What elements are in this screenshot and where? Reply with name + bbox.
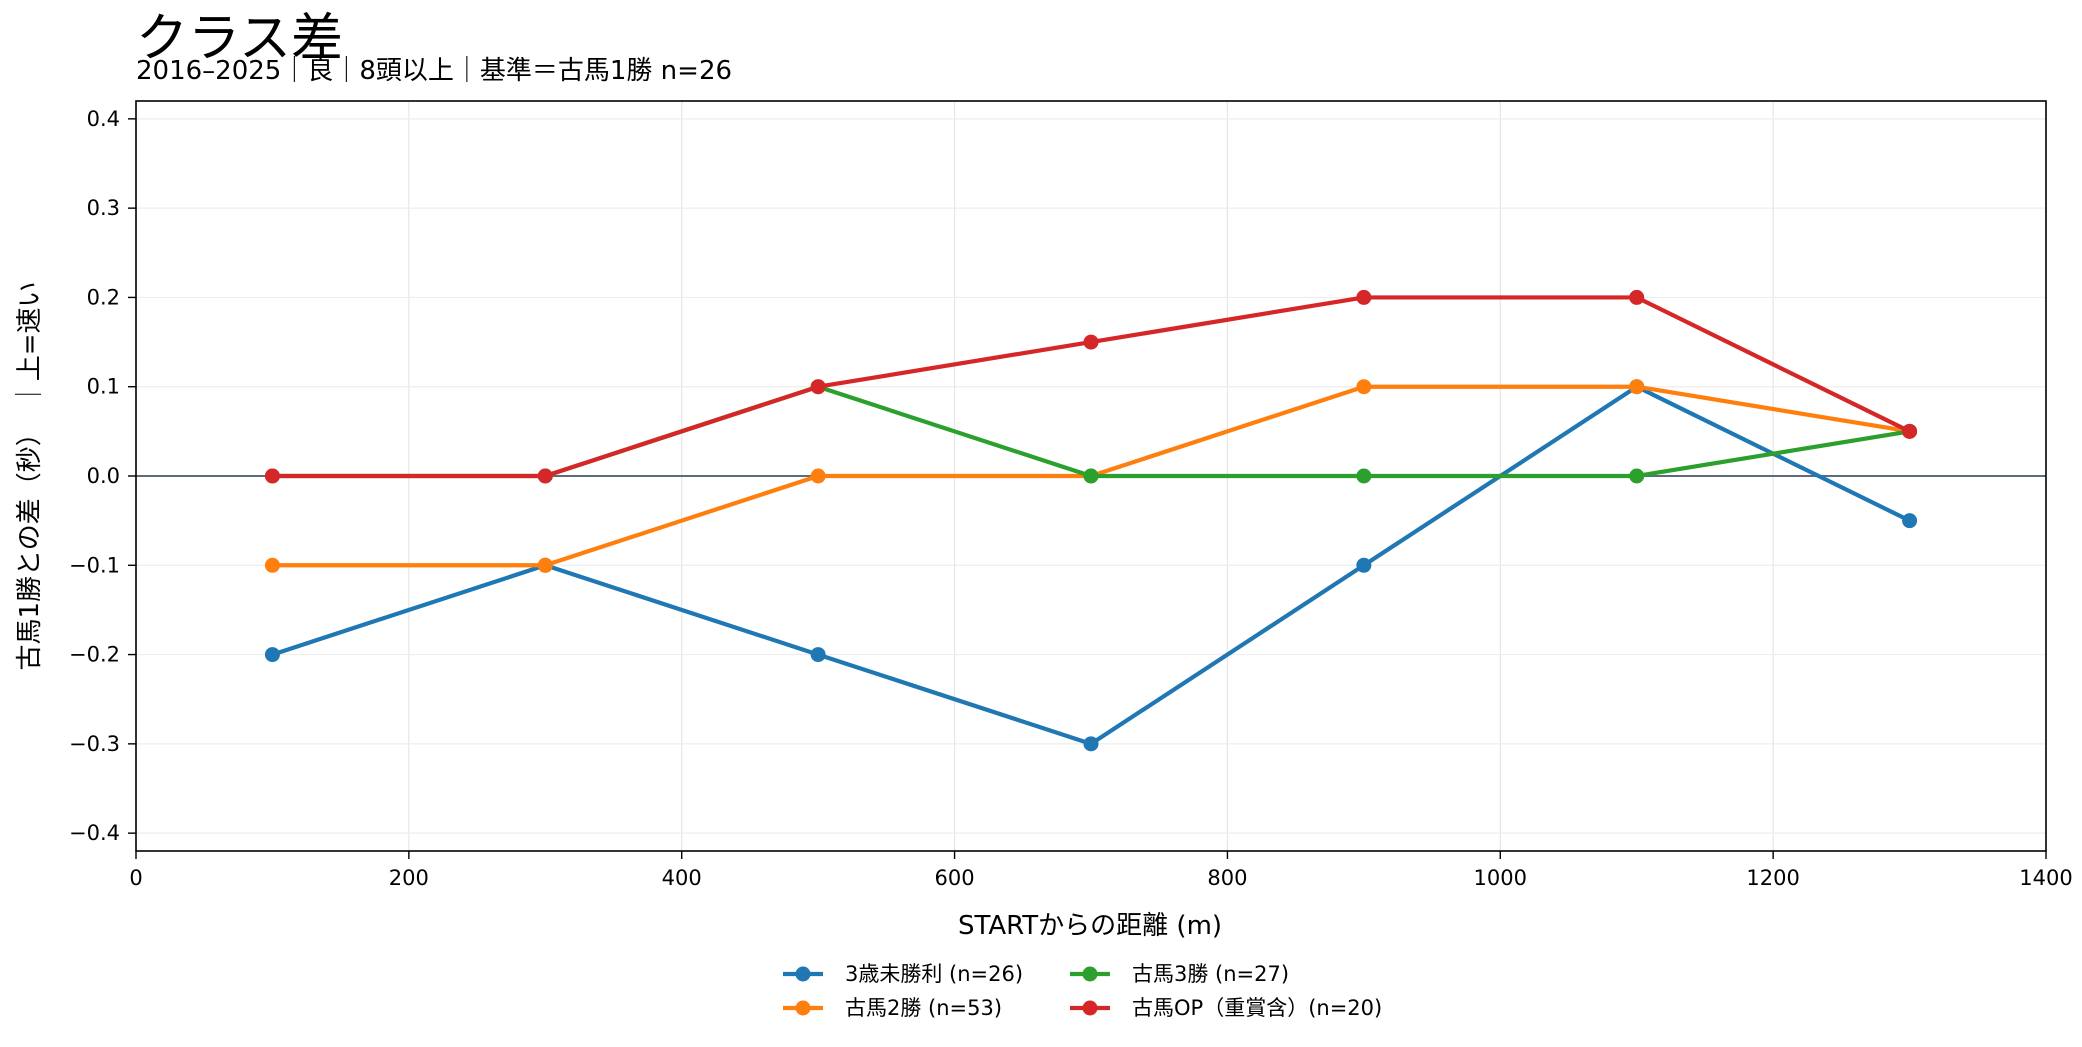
- data-point: [1083, 468, 1099, 484]
- y-tick-label: 0.3: [87, 196, 120, 220]
- y-tick-label: 0.0: [87, 464, 120, 488]
- y-tick-label: −0.2: [69, 643, 120, 667]
- chart-subtitle: 2016–2025｜良｜8頭以上｜基準＝古馬1勝 n=26: [136, 56, 732, 86]
- data-point: [264, 557, 280, 573]
- data-point: [1629, 468, 1645, 484]
- x-tick-label: 1400: [2019, 866, 2072, 890]
- data-point: [810, 647, 826, 663]
- data-point: [1356, 557, 1372, 573]
- chart-title: クラス差: [136, 9, 343, 69]
- x-tick-label: 1000: [1474, 866, 1527, 890]
- legend-label: 3歳未勝利 (n=26): [845, 962, 1023, 986]
- series-2: [264, 379, 1918, 484]
- x-tick-label: 0: [129, 866, 142, 890]
- legend-label: 古馬3勝 (n=27): [1132, 962, 1289, 986]
- x-tick-label: 400: [662, 866, 702, 890]
- series-lines: [264, 289, 1918, 752]
- legend-marker: [795, 1000, 811, 1016]
- data-point: [264, 468, 280, 484]
- y-tick-label: 0.2: [87, 285, 120, 309]
- y-tick-label: −0.3: [69, 732, 120, 756]
- legend-marker: [795, 966, 811, 982]
- legend-item: 3歳未勝利 (n=26): [783, 962, 1023, 986]
- data-point: [1356, 289, 1372, 305]
- legend-label: 古馬OP（重賞含）(n=20): [1132, 996, 1382, 1020]
- y-axis-label: 古馬1勝との差（秒） ｜上=速い: [15, 281, 45, 670]
- x-tick-label: 800: [1207, 866, 1247, 890]
- legend-label: 古馬2勝 (n=53): [845, 996, 1002, 1020]
- x-tick-label: 1200: [1746, 866, 1799, 890]
- data-point: [810, 468, 826, 484]
- y-tick-label: 0.1: [87, 375, 120, 399]
- x-tick-label: 200: [389, 866, 429, 890]
- data-point: [1083, 334, 1099, 350]
- data-point: [1083, 736, 1099, 752]
- y-tick-label: 0.4: [87, 107, 120, 131]
- y-tick-label: −0.1: [69, 553, 120, 577]
- data-point: [537, 557, 553, 573]
- series-3: [264, 289, 1918, 484]
- x-tick-label: 600: [935, 866, 975, 890]
- data-point: [1902, 513, 1918, 529]
- legend-item: 古馬3勝 (n=27): [1070, 962, 1289, 986]
- legend-marker: [1082, 1000, 1098, 1016]
- data-point: [1356, 379, 1372, 395]
- data-point: [810, 379, 826, 395]
- legend-marker: [1082, 966, 1098, 982]
- y-axis-ticks: 0.4 0.3 0.2 0.1 0.0 −0.1 −0.2 −0.3 −0.4: [69, 107, 136, 845]
- legend-item: 古馬OP（重賞含）(n=20): [1070, 996, 1382, 1020]
- data-point: [1629, 379, 1645, 395]
- data-point: [1902, 423, 1918, 439]
- data-point: [1356, 468, 1372, 484]
- data-point: [537, 468, 553, 484]
- legend-item: 古馬2勝 (n=53): [783, 996, 1002, 1020]
- data-point: [264, 647, 280, 663]
- x-axis-ticks: 0 200 400 600 800 1000 1200 1400: [129, 851, 2073, 890]
- y-tick-label: −0.4: [69, 821, 120, 845]
- legend: 3歳未勝利 (n=26) 古馬2勝 (n=53) 古馬3勝 (n=27) 古馬OP（重…: [783, 962, 1382, 1020]
- data-point: [1629, 289, 1645, 305]
- x-axis-label: STARTからの距離 (m): [958, 911, 1222, 941]
